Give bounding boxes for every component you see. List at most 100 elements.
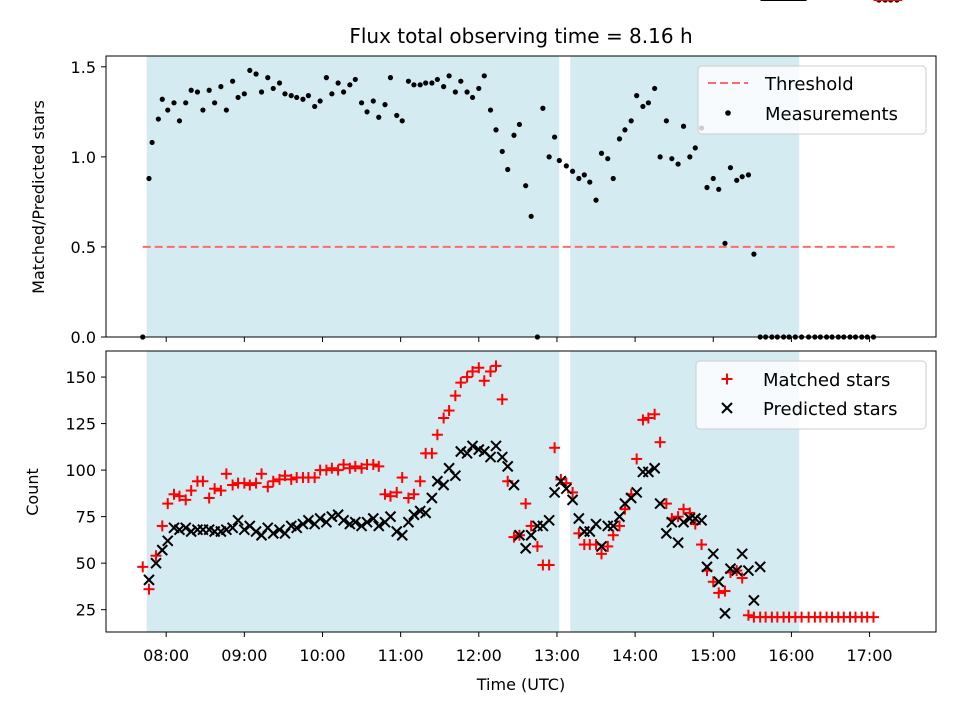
y-tick-label: 125 xyxy=(65,415,96,434)
measurement-point xyxy=(546,154,552,160)
matched-star-point xyxy=(467,365,479,377)
matched-star-point xyxy=(203,492,215,504)
predicted-star-point xyxy=(508,479,520,491)
matched-star-point xyxy=(267,475,279,487)
predicted-star-point xyxy=(396,529,408,541)
predicted-star-point xyxy=(713,576,725,588)
measurement-point xyxy=(645,100,651,106)
matched-star-point xyxy=(654,436,666,448)
measurement-point xyxy=(188,87,194,93)
matched-star-point xyxy=(384,490,396,502)
predicted-star-point xyxy=(502,460,514,473)
ratio-legend-box xyxy=(697,65,927,135)
matched-star-point xyxy=(595,548,607,560)
measurement-point xyxy=(669,156,675,162)
matched-star-point xyxy=(660,498,672,510)
matched-star-point xyxy=(736,572,748,584)
predicted-star-point xyxy=(519,542,532,554)
measurement-point xyxy=(176,118,183,124)
matched-star-point xyxy=(549,442,561,454)
measurement-point xyxy=(640,103,646,110)
matched-star-point xyxy=(443,405,455,417)
measurement-point xyxy=(429,80,435,86)
measurement-point xyxy=(458,78,464,84)
count-axes-frame xyxy=(105,350,937,633)
measurement-point xyxy=(523,183,529,189)
measurement-point xyxy=(183,100,189,106)
measurement-point xyxy=(288,93,294,99)
measurement-point xyxy=(155,116,161,122)
matched-star-point xyxy=(543,559,555,571)
predicted-star-point xyxy=(654,497,666,510)
ratio-axes-frame xyxy=(105,55,937,338)
measurement-point xyxy=(581,172,587,178)
predicted-star-point xyxy=(455,445,467,458)
legend-matched-swatch xyxy=(721,373,733,385)
measurement-point xyxy=(241,91,247,97)
x-tick-label: 10:00 xyxy=(299,646,345,665)
matched-star-point xyxy=(678,503,690,515)
measurement-point xyxy=(622,127,628,133)
measurement-point xyxy=(335,80,341,86)
measurement-point xyxy=(258,89,265,95)
predicted-star-point xyxy=(560,483,573,495)
measurement-point xyxy=(364,109,370,115)
y-tick-label: 75 xyxy=(76,508,96,527)
measurement-point xyxy=(347,82,353,88)
matched-star-point xyxy=(227,479,239,491)
measurement-point xyxy=(235,94,241,101)
measurement-point xyxy=(605,156,611,162)
predicted-star-point xyxy=(701,561,713,573)
measurement-point xyxy=(253,71,259,77)
measurement-point xyxy=(593,197,599,203)
measurement-point xyxy=(481,73,487,79)
x-tick-label: 08:00 xyxy=(143,646,189,665)
measurement-point xyxy=(171,100,177,106)
count-panel: 25 50 75 100 125 150 08:00 09:00 10:00 11:00 12:0… xyxy=(23,0,937,694)
predicted-star-point xyxy=(185,525,197,538)
predicted-star-point xyxy=(543,514,555,527)
measurement-point xyxy=(370,98,376,104)
predicted-star-point xyxy=(419,507,432,519)
measurement-point xyxy=(300,96,306,102)
matched-star-point xyxy=(478,375,490,387)
measurement-point xyxy=(218,84,224,90)
count-legend-box xyxy=(695,360,927,430)
predicted-star-point xyxy=(648,462,661,474)
measurement-point xyxy=(265,75,271,81)
measurement-point xyxy=(223,107,229,113)
legend-measurements-swatch xyxy=(725,110,731,116)
measurement-point xyxy=(493,127,499,133)
predicted-star-point xyxy=(220,523,233,536)
predicted-star-point xyxy=(273,523,286,536)
measurement-point xyxy=(452,89,458,95)
matched-star-point xyxy=(867,611,879,623)
matched-star-point xyxy=(642,412,654,424)
x-tick-label: 14:00 xyxy=(612,646,658,665)
measurement-point xyxy=(657,154,663,160)
matched-star-point xyxy=(637,414,649,426)
measurement-point xyxy=(734,177,740,183)
measurement-point xyxy=(434,76,440,83)
predicted-star-point xyxy=(642,466,655,478)
matched-star-point xyxy=(309,472,321,484)
observing-span-0 xyxy=(146,351,560,632)
matched-star-point xyxy=(238,477,250,489)
matched-star-point xyxy=(473,362,485,374)
predicted-star-point xyxy=(672,536,684,549)
measurement-point xyxy=(270,85,276,92)
matched-star-point xyxy=(607,529,619,541)
ratio-y-axis-label: Matched/Predicted stars xyxy=(29,100,48,294)
predicted-stars-points xyxy=(143,0,807,620)
predicted-star-point xyxy=(232,514,244,527)
predicted-star-point xyxy=(590,518,602,530)
measurement-point xyxy=(663,118,669,124)
matched-star-point xyxy=(707,576,719,588)
measurement-point xyxy=(305,93,312,99)
predicted-star-point xyxy=(314,512,326,525)
measurement-point xyxy=(563,163,569,169)
matched-star-point xyxy=(525,520,537,532)
predicted-star-point xyxy=(361,516,373,528)
measurement-point xyxy=(540,105,546,111)
measurement-point xyxy=(149,139,155,146)
